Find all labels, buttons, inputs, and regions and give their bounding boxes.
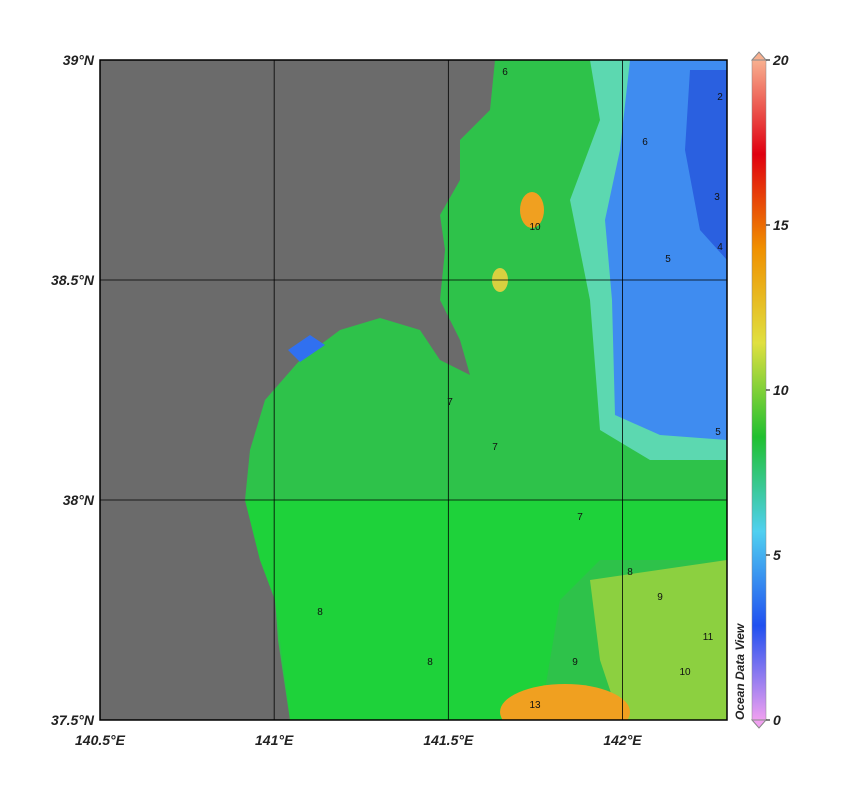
inlet-blue [288,335,325,362]
x-tick-label: 141°E [255,732,294,748]
x-tick-label: 140.5°E [75,732,126,748]
contour-label: 7 [447,397,453,408]
contour-label: 7 [492,442,498,453]
colorbar [751,59,767,721]
y-tick-label: 39°N [63,52,95,68]
colorbar-arrow [750,719,768,729]
contour-label: 8 [627,567,633,578]
colorbar-tick-label: 0 [773,712,781,728]
colorbar-tick-label: 10 [773,382,789,398]
contour-label: 5 [665,254,671,265]
contour-label: 6 [502,67,508,78]
contour-label: 4 [717,242,723,253]
ocean-deepblue [685,70,727,260]
contour-label: 7 [577,512,583,523]
contour-label: 10 [529,222,541,233]
contour-label: 13 [529,700,541,711]
contour-label: 9 [572,657,578,668]
y-tick-label: 38.5°N [51,272,95,288]
contour-label: 3 [714,192,720,203]
colorbar-tick-label: 5 [773,547,781,563]
warm-patch [520,192,544,228]
colorbar-tick-label: 15 [773,217,789,233]
x-tick-label: 142°E [603,732,642,748]
contour-label: 10 [679,667,691,678]
contour-label: 2 [717,92,723,103]
credit: Ocean Data View [733,623,747,720]
contour-label: 11 [703,632,714,643]
x-tick-label: 141.5°E [423,732,474,748]
contour-label: 8 [317,607,323,618]
contour-label: 8 [427,657,433,668]
y-tick-label: 38°N [63,492,95,508]
warm-patch [500,684,630,720]
contour-label: 5 [715,427,721,438]
map-area [100,60,727,720]
y-tick-label: 37.5°N [51,712,95,728]
colorbar-arrow [750,51,768,61]
colorbar-tick-label: 20 [772,52,789,68]
ocean-yellowgreen [590,560,727,720]
ocean-warm [245,500,727,720]
contour-label: 9 [657,592,663,603]
contour-label: 6 [642,137,648,148]
